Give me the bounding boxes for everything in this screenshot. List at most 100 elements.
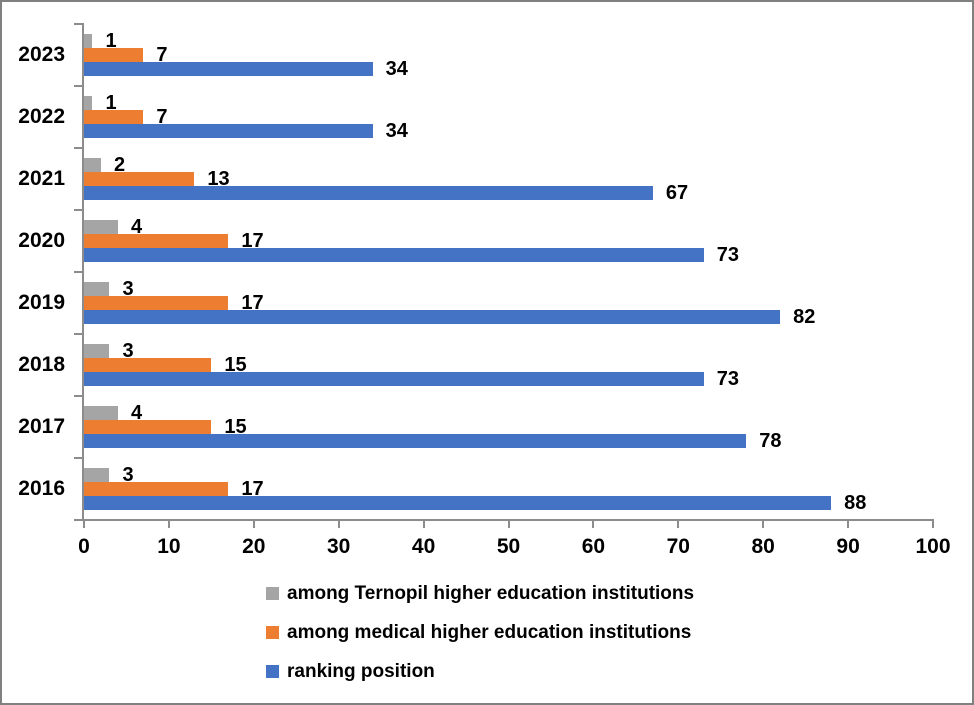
- data-label: 4: [130, 216, 143, 238]
- bar-gray: [84, 344, 110, 358]
- x-axis-tick: [422, 521, 425, 528]
- x-axis-tick: [592, 521, 595, 528]
- bar-line: 78: [84, 430, 933, 452]
- bar-orange: [84, 110, 144, 124]
- y-axis-label: 2022: [18, 105, 65, 128]
- x-axis-line: [74, 519, 934, 521]
- x-axis-tick: [677, 521, 680, 528]
- bar-gray: [84, 282, 110, 296]
- bar-blue: [84, 434, 747, 448]
- bar-orange: [84, 358, 212, 372]
- plot-area: 2023 1 7 34 2022 1 7 34 2021 2 13 67 2020 4 17 73 2019 3 1…: [18, 24, 933, 520]
- legend-label: among medical higher education instituti…: [287, 621, 692, 643]
- legend: among Ternopil higher education institut…: [266, 583, 694, 700]
- bar-orange: [84, 172, 195, 186]
- x-axis-tick: [337, 521, 340, 528]
- x-axis-tick: [252, 521, 255, 528]
- bar-line: 3: [84, 341, 933, 361]
- bar-orange: [84, 296, 229, 310]
- bar-line: 17: [84, 479, 933, 499]
- bar-line: 73: [84, 368, 933, 390]
- bar-line: 3: [84, 465, 933, 485]
- data-label: 82: [793, 306, 816, 328]
- bar-orange: [84, 234, 229, 248]
- y-axis-label: 2021: [18, 167, 65, 190]
- data-label: 34: [385, 120, 408, 142]
- x-axis-tick-label: 20: [242, 535, 266, 558]
- legend-swatch-icon: [266, 587, 279, 600]
- category-row: 2022 1 7 34: [18, 86, 933, 148]
- category-row: 2019 3 17 82: [18, 272, 933, 334]
- y-axis-tick: [74, 147, 83, 149]
- y-axis-label: 2020: [18, 229, 65, 252]
- bar-line: 1: [84, 31, 933, 51]
- bar-line: 73: [84, 244, 933, 266]
- x-axis-tick-label: 50: [496, 535, 521, 558]
- data-label: 13: [207, 168, 230, 190]
- data-label: 2: [113, 154, 126, 176]
- data-label: 4: [130, 402, 143, 424]
- bar-gray: [84, 468, 110, 482]
- x-axis-tick: [507, 521, 510, 528]
- category-row: 2018 3 15 73: [18, 334, 933, 396]
- bar-gray: [84, 220, 118, 234]
- y-axis-label: 2017: [18, 415, 65, 438]
- bar-gray: [84, 406, 118, 420]
- data-label: 7: [156, 106, 168, 128]
- x-axis-tick-label: 40: [411, 535, 436, 558]
- x-axis-tick-label: 0: [78, 535, 90, 558]
- x-axis-tick-label: 60: [581, 535, 606, 558]
- data-label: 15: [224, 416, 247, 438]
- bar-blue: [84, 310, 781, 324]
- bar-line: 4: [84, 216, 933, 238]
- data-label: 3: [122, 278, 134, 300]
- bar-line: 1: [84, 93, 933, 113]
- bar-blue: [84, 372, 704, 386]
- y-axis-tick: [74, 209, 83, 211]
- bar-line: 13: [84, 168, 933, 190]
- bar-blue: [84, 124, 373, 138]
- y-axis-label: 2016: [18, 477, 65, 500]
- x-axis-tick: [83, 521, 85, 528]
- bar-line: 15: [84, 416, 933, 438]
- bar-line: 4: [84, 402, 933, 424]
- y-axis-label: 2023: [18, 43, 65, 66]
- bar-line: 17: [84, 292, 933, 314]
- data-label: 34: [385, 58, 408, 80]
- y-axis-label: 2018: [18, 353, 65, 376]
- legend-item: ranking position: [266, 661, 694, 682]
- category-row: 2023 1 7 34: [18, 24, 933, 86]
- bar-line: 67: [84, 182, 933, 204]
- legend-label: among Ternopil higher education institut…: [287, 582, 695, 604]
- bar-line: 17: [84, 230, 933, 252]
- bar-orange: [84, 48, 144, 62]
- bar-line: 88: [84, 492, 933, 514]
- bar-line: 3: [84, 278, 933, 300]
- bar-line: 7: [84, 44, 933, 66]
- legend-item: among Ternopil higher education institut…: [266, 583, 694, 604]
- x-axis-tick: [932, 521, 934, 528]
- y-axis-tick: [74, 519, 83, 521]
- data-label: 78: [759, 430, 782, 452]
- x-axis-tick-label: 10: [157, 535, 181, 558]
- y-axis-line: [82, 23, 84, 521]
- data-label: 73: [716, 244, 740, 266]
- data-label: 17: [241, 292, 264, 314]
- data-label: 67: [665, 182, 689, 204]
- x-axis-tick: [762, 521, 765, 528]
- legend-swatch-icon: [266, 665, 279, 678]
- bar-line: 7: [84, 106, 933, 128]
- y-axis-tick: [74, 395, 83, 397]
- x-axis-tick-label: 80: [751, 535, 775, 558]
- data-label: 7: [156, 44, 168, 66]
- data-label: 73: [716, 368, 740, 390]
- data-label: 88: [844, 492, 867, 514]
- x-axis-tick: [167, 521, 170, 528]
- category-row: 2020 4 17 73: [18, 210, 933, 272]
- x-axis-tick-label: 30: [327, 535, 351, 558]
- bar-gray: [84, 158, 101, 172]
- bar-line: 15: [84, 355, 933, 375]
- data-label: 17: [241, 230, 264, 252]
- x-axis-tick: [847, 521, 850, 528]
